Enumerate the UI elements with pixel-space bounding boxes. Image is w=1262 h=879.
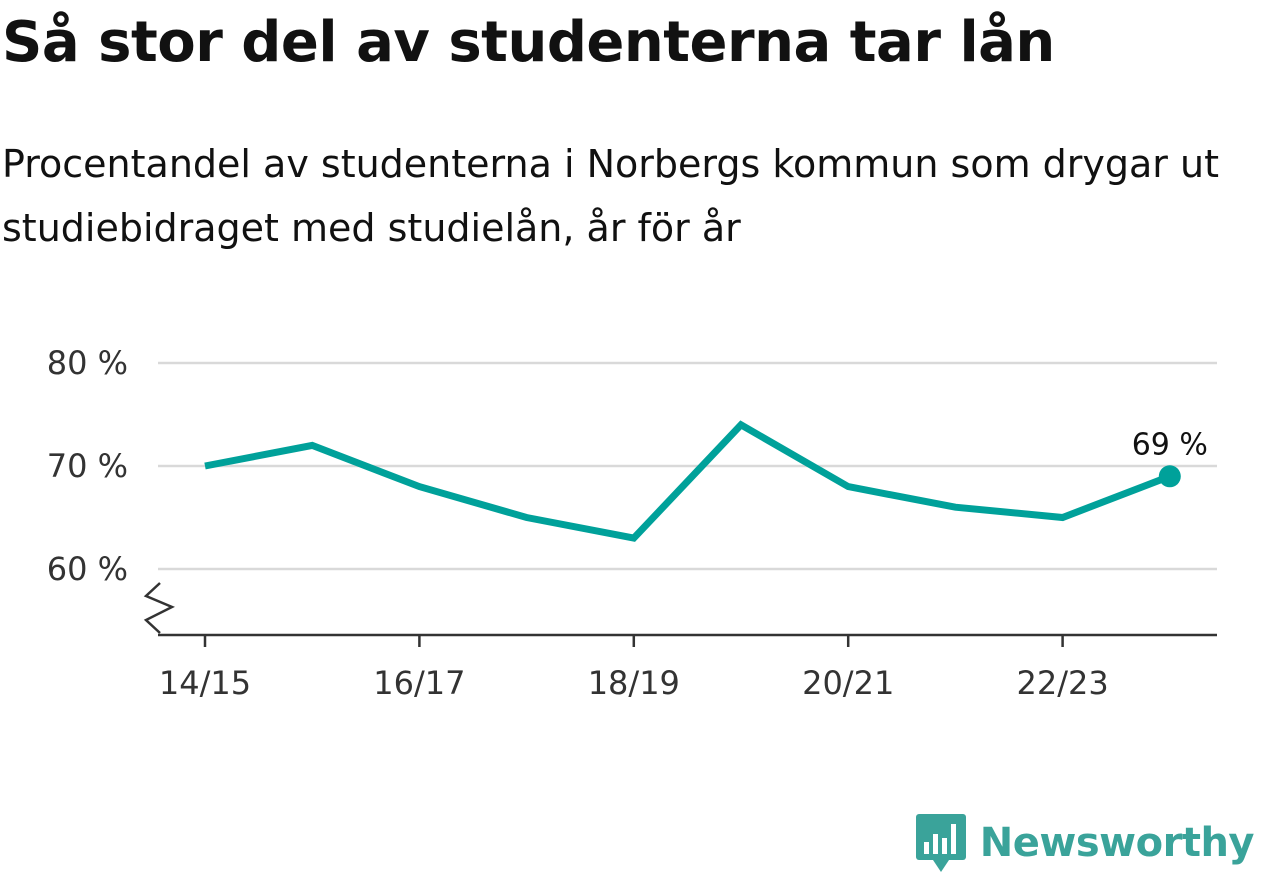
gridlines — [158, 361, 1217, 571]
chart-subtitle: Procentandel av studenterna i Norbergs k… — [2, 142, 1219, 250]
y-tick-label: 60 % — [47, 550, 128, 588]
data-point — [526, 517, 527, 518]
chart-title: Så stor del av studenterna tar lån — [2, 10, 1055, 75]
data-point — [955, 507, 956, 508]
data-point — [419, 486, 420, 487]
end-point-marker — [1158, 465, 1181, 488]
x-tick-label: 20/21 — [802, 664, 894, 702]
data-point — [741, 424, 742, 425]
y-axis-labels: 60 % 70 % 80 % — [47, 344, 128, 588]
x-tick-label: 22/23 — [1016, 664, 1108, 702]
series-layer — [204, 420, 1172, 542]
data-point — [205, 466, 206, 467]
x-tick-label: 14/15 — [159, 664, 251, 702]
data-point — [633, 538, 634, 539]
data-point — [848, 486, 849, 487]
x-axis: 14/15 16/17 18/19 20/21 22/23 — [143, 582, 1217, 702]
x-tick-label: 18/19 — [588, 664, 680, 702]
data-point — [312, 445, 313, 446]
annotation-layer: 69 % — [1132, 427, 1208, 488]
data-point — [1062, 517, 1063, 518]
series-line — [204, 420, 1172, 542]
x-tick-label: 16/17 — [373, 664, 465, 702]
end-value-label: 69 % — [1132, 427, 1208, 462]
newsworthy-logo: Newsworthy — [915, 811, 1255, 875]
y-tick-label: 80 % — [47, 344, 128, 382]
y-tick-label: 70 % — [47, 447, 128, 485]
bar-chart-speech-bubble-icon — [915, 814, 966, 872]
brand-name: Newsworthy — [979, 820, 1255, 866]
axis-break-icon — [143, 582, 175, 634]
